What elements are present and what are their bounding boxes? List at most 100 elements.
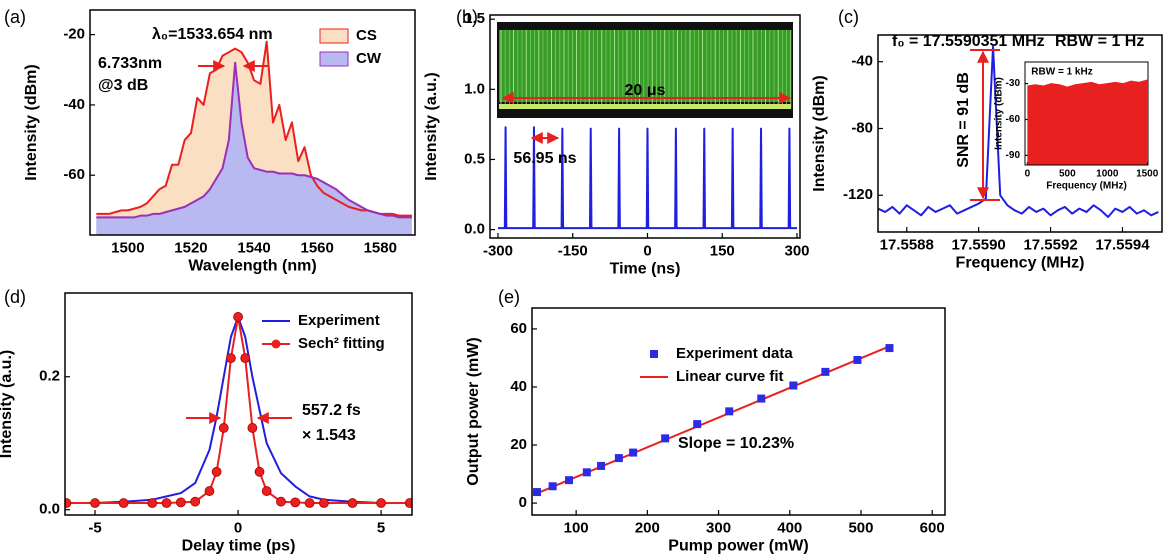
data-point xyxy=(583,468,591,476)
data-point xyxy=(62,499,71,508)
legend-swatch xyxy=(320,29,348,43)
data-point xyxy=(262,487,271,496)
y-tick-label: 0.0 xyxy=(464,221,485,238)
y-tick-label: -120 xyxy=(843,186,873,203)
x-tick-label: 0 xyxy=(234,519,242,536)
panel-label: (c) xyxy=(838,7,859,27)
y-tick-label: -60 xyxy=(63,166,85,183)
data-point xyxy=(234,312,243,321)
x-tick-label: 1540 xyxy=(237,239,270,256)
data-point xyxy=(405,499,414,508)
legend-label: Experiment data xyxy=(676,345,793,362)
annotation: × 1.543 xyxy=(302,427,356,444)
x-axis-label: Frequency (MHz) xyxy=(956,255,1085,272)
x-axis-label: Delay time (ps) xyxy=(182,538,296,555)
data-point xyxy=(821,368,829,376)
y-tick-label: -30 xyxy=(1006,78,1021,89)
legend-label: Experiment xyxy=(298,312,380,329)
x-axis-label: Time (ns) xyxy=(610,261,681,278)
legend-label: CS xyxy=(356,27,377,44)
data-point xyxy=(629,449,637,457)
x-axis-label: Frequency (MHz) xyxy=(1046,181,1127,192)
data-point xyxy=(853,356,861,364)
x-tick-label: 200 xyxy=(635,519,660,536)
series-line xyxy=(498,127,797,228)
data-point xyxy=(725,407,733,415)
y-tick-label: 0.5 xyxy=(464,150,485,167)
data-point xyxy=(255,467,264,476)
x-tick-label: 600 xyxy=(920,519,945,536)
data-point xyxy=(212,467,221,476)
data-point xyxy=(885,344,893,352)
annotation: RBW = 1 Hz xyxy=(1055,33,1144,50)
x-tick-label: 17.5588 xyxy=(880,236,934,253)
x-tick-label: 17.5594 xyxy=(1095,236,1150,253)
x-tick-label: 1520 xyxy=(174,239,207,256)
data-point xyxy=(757,395,765,403)
y-tick-label: 1.0 xyxy=(464,80,485,97)
x-tick-label: 0 xyxy=(643,242,651,259)
data-point xyxy=(176,498,185,507)
x-axis-label: Wavelength (nm) xyxy=(188,258,316,275)
data-point xyxy=(565,476,573,484)
data-point xyxy=(348,499,357,508)
y-tick-label: -60 xyxy=(1006,114,1021,125)
x-tick-label: 1500 xyxy=(111,239,144,256)
data-point xyxy=(91,499,100,508)
y-axis-label: Intensity (a.u.) xyxy=(0,350,15,458)
data-point xyxy=(191,497,200,506)
y-tick-label: 0 xyxy=(519,494,527,511)
x-tick-label: -5 xyxy=(88,519,101,536)
y-tick-label: 60 xyxy=(510,320,527,337)
panel-label: (a) xyxy=(4,7,26,27)
y-tick-label: -80 xyxy=(851,119,873,136)
y-tick-label: 0.2 xyxy=(39,368,60,385)
y-axis-label: Output power (mW) xyxy=(465,337,482,485)
legend-label: Sech² fitting xyxy=(298,335,385,352)
panel-label: (d) xyxy=(4,287,26,307)
data-point xyxy=(789,382,797,390)
annotation: λ₀=1533.654 nm xyxy=(152,26,273,43)
x-tick-label: 17.5590 xyxy=(952,236,1006,253)
x-tick-label: 0 xyxy=(1025,169,1031,180)
data-point xyxy=(615,454,623,462)
y-tick-label: 20 xyxy=(510,436,527,453)
panel-label: (e) xyxy=(498,287,520,307)
x-tick-label: 300 xyxy=(784,242,809,259)
x-tick-label: 1000 xyxy=(1096,169,1119,180)
figure: 15001520154015601580-20-40-60Wavelength … xyxy=(0,0,1164,557)
y-axis-label: Intensity (dBm) xyxy=(811,75,828,191)
plot-area xyxy=(533,344,893,496)
data-point xyxy=(119,499,128,508)
y-axis-label: Intensity (dBm) xyxy=(994,77,1005,150)
data-point xyxy=(205,487,214,496)
y-tick-label: -40 xyxy=(63,96,85,113)
legend-swatch xyxy=(320,52,348,66)
page: {"chart_data": [ {"type": "line", "label… xyxy=(0,0,1164,557)
annotation: SNR = 91 dB xyxy=(955,72,972,168)
panel-label: (b) xyxy=(456,7,478,27)
scope-base xyxy=(499,104,791,109)
legend-label: Linear curve fit xyxy=(676,368,784,385)
data-point xyxy=(549,482,557,490)
legend-label: CW xyxy=(356,50,382,67)
plot-frame xyxy=(532,308,945,515)
x-tick-label: 150 xyxy=(710,242,735,259)
data-point xyxy=(693,420,701,428)
annotation: 6.733nm xyxy=(98,55,162,72)
y-tick-label: -90 xyxy=(1006,150,1021,161)
x-tick-label: 1580 xyxy=(364,239,397,256)
x-tick-label: 300 xyxy=(706,519,731,536)
data-point xyxy=(305,499,314,508)
data-point xyxy=(248,423,257,432)
annotation: 56.95 ns xyxy=(513,150,576,167)
data-point xyxy=(319,499,328,508)
plot-area xyxy=(497,22,797,228)
annotation: RBW = 1 kHz xyxy=(1031,67,1092,78)
x-tick-label: 1500 xyxy=(1136,169,1159,180)
y-tick-label: 40 xyxy=(510,378,527,395)
